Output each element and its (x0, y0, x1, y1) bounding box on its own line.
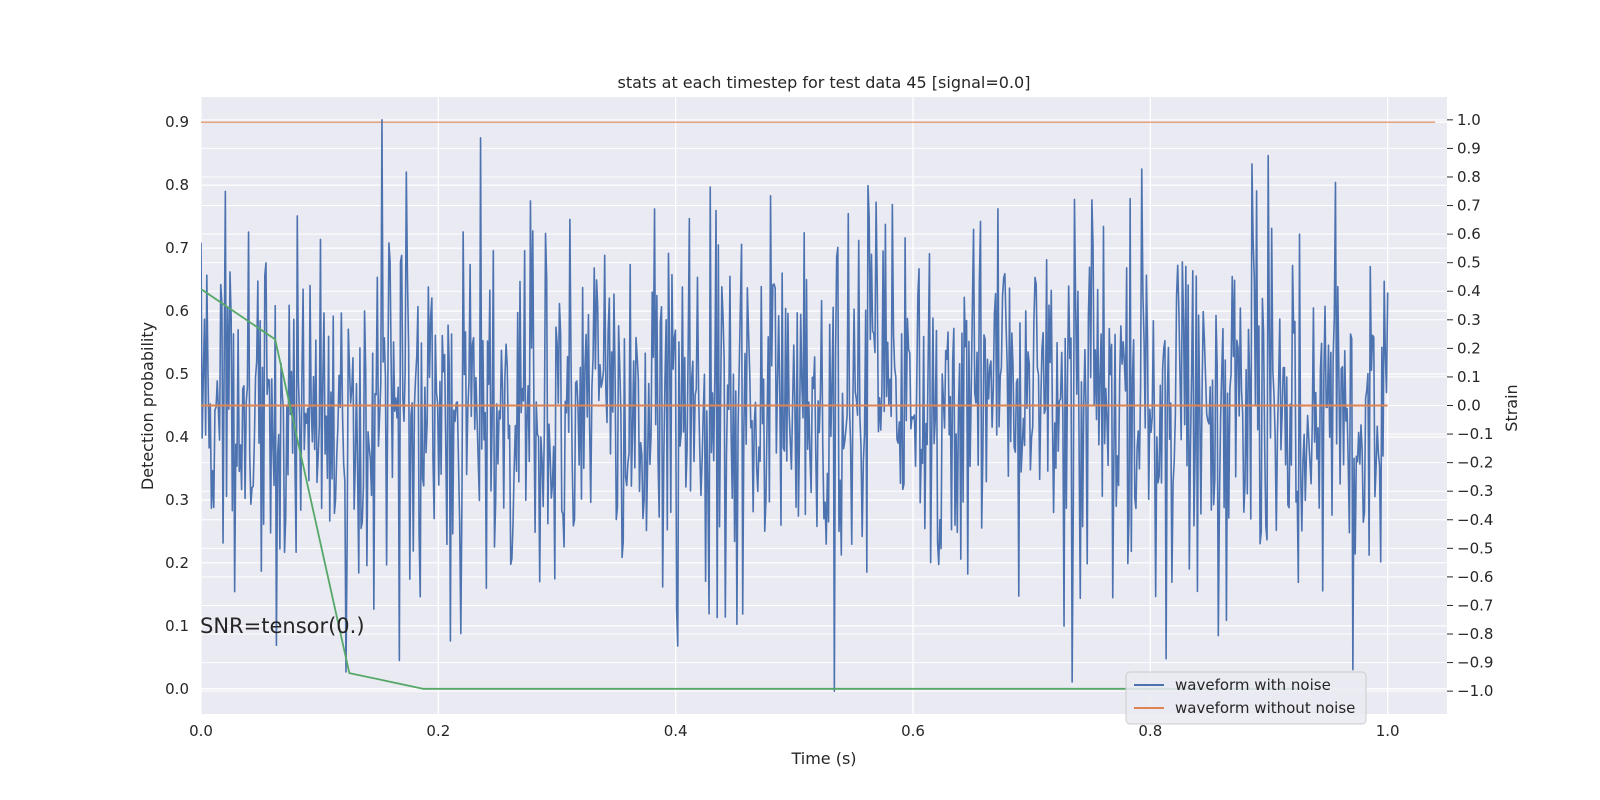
waveform-with-noise-line (201, 119, 1389, 692)
y-left-tick-label: 0.6 (165, 302, 189, 320)
legend-label-waveform-without-noise: waveform without noise (1175, 699, 1355, 717)
y-axis-label-right: Strain (1502, 384, 1521, 431)
y-left-tick-label: 0.3 (165, 491, 189, 509)
y-right-tick-label: −0.4 (1457, 511, 1493, 529)
y-right-tick-label: 0.7 (1457, 197, 1481, 215)
y-right-tick-label: −0.8 (1457, 625, 1493, 643)
y-right-tick-label: −0.3 (1457, 482, 1493, 500)
y-left-tick-label: 0.5 (165, 365, 189, 383)
y-left-tick-label: 0.7 (165, 239, 189, 257)
y-right-tick-label: 1.0 (1457, 111, 1481, 129)
y-right-tick-label: 0.5 (1457, 254, 1481, 272)
ticks: 0.0 0.2 0.4 0.6 0.8 1.0 0.0 0.1 0.2 0.3 0.4 0.5 0.6 0… (165, 111, 1493, 740)
y-right-tick-label: −0.2 (1457, 454, 1493, 472)
y-right-tick-label: 0.0 (1457, 397, 1481, 415)
y-right-tick-label: −0.7 (1457, 596, 1493, 614)
x-tick-label: 0.8 (1138, 722, 1162, 740)
legend-box (1125, 671, 1367, 725)
y-right-tick-label: −0.9 (1457, 654, 1493, 672)
y-left-tick-label: 0.0 (165, 680, 189, 698)
x-tick-label: 0.0 (189, 722, 213, 740)
x-tick-label: 0.6 (901, 722, 925, 740)
y-right-tick-label: 0.6 (1457, 225, 1481, 243)
y-right-tick-label: 0.2 (1457, 339, 1481, 357)
legend-label-waveform-with-noise: waveform with noise (1175, 676, 1331, 694)
y-right-tick-label: 0.4 (1457, 282, 1481, 300)
y-left-tick-label: 0.2 (165, 554, 189, 572)
y-axis-label-left: Detection probability (138, 322, 157, 490)
chart-title: stats at each timestep for test data 45 … (618, 73, 1031, 92)
x-tick-label: 0.4 (664, 722, 688, 740)
y-left-tick-label: 0.4 (165, 428, 189, 446)
x-tick-label: 0.2 (426, 722, 450, 740)
y-left-tick-label: 0.9 (165, 113, 189, 131)
y-left-tick-label: 0.8 (165, 176, 189, 194)
y-right-tick-label: −0.1 (1457, 425, 1493, 443)
y-right-tick-label: 0.3 (1457, 311, 1481, 329)
y-right-tick-label: −1.0 (1457, 682, 1493, 700)
x-tick-label: 1.0 (1376, 722, 1400, 740)
y-right-tick-label: 0.1 (1457, 368, 1481, 386)
y-right-tick-label: −0.5 (1457, 539, 1493, 557)
legend: waveform with noise waveform without noi… (1125, 671, 1367, 725)
x-axis-label: Time (s) (790, 749, 856, 768)
snr-annotation: SNR=tensor(0.) (200, 614, 365, 638)
y-left-tick-label: 0.1 (165, 617, 189, 635)
y-right-tick-label: 0.9 (1457, 139, 1481, 157)
y-right-tick-label: 0.8 (1457, 168, 1481, 186)
y-right-tick-label: −0.6 (1457, 568, 1493, 586)
